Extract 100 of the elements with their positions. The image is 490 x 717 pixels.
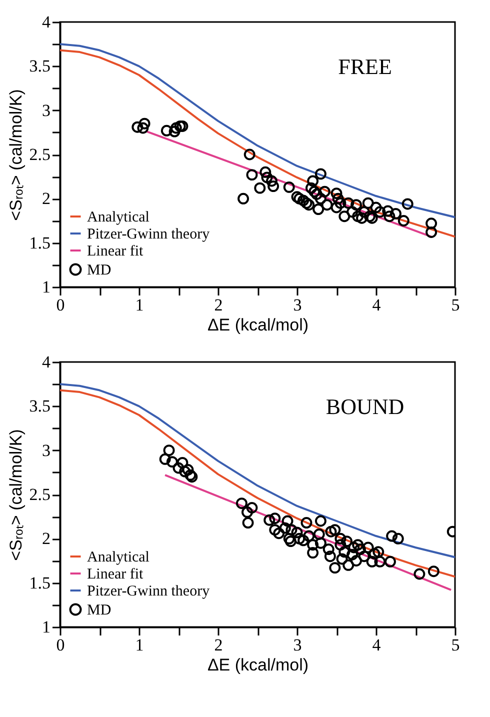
legend-label: Analytical <box>87 210 150 226</box>
point <box>291 191 303 203</box>
x-tick-label: 1 <box>135 296 144 314</box>
x-tick-label: 3 <box>293 296 302 314</box>
point <box>312 204 324 215</box>
point <box>279 522 291 534</box>
point <box>334 539 346 551</box>
point <box>426 226 438 238</box>
legend-label: Linear fit <box>87 566 144 582</box>
point <box>286 524 298 536</box>
point <box>346 548 358 560</box>
point <box>346 206 358 218</box>
point <box>330 202 342 214</box>
legend-label: Analytical <box>87 550 150 566</box>
point <box>384 210 396 222</box>
y-axis-title: <Sᵣₒₜ> (cal/mol/K) <box>6 89 26 221</box>
point <box>236 498 248 510</box>
point <box>329 524 341 536</box>
x-tick-label: 5 <box>451 296 460 314</box>
point <box>390 208 402 220</box>
point <box>352 210 364 222</box>
point <box>334 532 346 544</box>
point <box>356 212 368 224</box>
point <box>314 515 326 527</box>
point <box>246 502 258 514</box>
point <box>269 524 281 536</box>
point <box>313 528 325 540</box>
y-tick-label: 2.5 <box>29 485 50 504</box>
x-tick-label: 0 <box>56 296 65 314</box>
point <box>334 197 346 209</box>
point <box>254 182 266 194</box>
point <box>314 537 326 549</box>
point <box>330 188 342 200</box>
point <box>160 124 172 136</box>
point <box>284 536 296 548</box>
point <box>318 186 330 198</box>
legend-label: Pitzer-Gwinn theory <box>87 584 210 600</box>
point <box>364 210 376 222</box>
x-tick-label: 2 <box>214 296 223 314</box>
x-tick-label: 4 <box>372 296 382 314</box>
point <box>307 539 319 551</box>
point <box>264 514 276 526</box>
y-tick-label: 2 <box>42 189 50 208</box>
point <box>305 182 317 194</box>
point <box>384 556 396 568</box>
x-tick-label: 5 <box>451 636 460 654</box>
point <box>266 175 278 187</box>
point <box>307 547 319 559</box>
y-tick-label: 3 <box>42 440 50 460</box>
point <box>426 218 438 230</box>
point <box>176 120 188 132</box>
point <box>273 528 285 540</box>
point <box>332 192 344 204</box>
point <box>246 169 258 181</box>
y-tick-label: 2 <box>42 529 50 548</box>
legend-label: Linear fit <box>87 244 144 260</box>
point <box>366 212 378 224</box>
point <box>374 556 386 568</box>
legend-label: MD <box>87 262 112 278</box>
point <box>176 456 188 468</box>
y-axis-title: <Sᵣₒₜ> (cal/mol/K) <box>6 429 26 561</box>
annotation: BOUND <box>326 394 404 419</box>
point <box>244 148 256 160</box>
x-axis-title: ΔE (kcal/mol) <box>207 656 309 674</box>
point <box>137 122 149 134</box>
point <box>261 172 273 184</box>
point <box>352 539 364 551</box>
point <box>303 530 315 542</box>
point <box>428 566 440 578</box>
point <box>166 456 178 468</box>
x-tick-label: 0 <box>56 636 65 654</box>
point <box>170 122 182 134</box>
point <box>314 168 326 180</box>
point <box>362 542 374 554</box>
point <box>307 175 319 187</box>
point <box>242 517 254 528</box>
point <box>241 506 253 518</box>
point <box>382 205 394 217</box>
y-tick-label: 1.5 <box>29 573 50 592</box>
point <box>168 126 180 138</box>
point <box>260 166 272 178</box>
y-tick-label: 1 <box>42 618 50 636</box>
y-tick-label: 4 <box>42 12 51 32</box>
point <box>348 542 360 554</box>
y-tick-label: 3.5 <box>29 56 50 76</box>
point <box>366 556 378 568</box>
point <box>338 210 350 222</box>
point <box>398 215 410 226</box>
point <box>336 553 348 565</box>
point <box>182 464 194 476</box>
point <box>362 197 374 209</box>
point <box>283 181 295 193</box>
point <box>283 532 295 544</box>
x-tick-label: 4 <box>372 636 382 654</box>
point <box>132 121 144 133</box>
point <box>294 532 306 544</box>
y-tick-label: 1 <box>42 278 50 296</box>
point <box>372 546 384 558</box>
point <box>374 206 386 218</box>
point <box>322 544 334 555</box>
